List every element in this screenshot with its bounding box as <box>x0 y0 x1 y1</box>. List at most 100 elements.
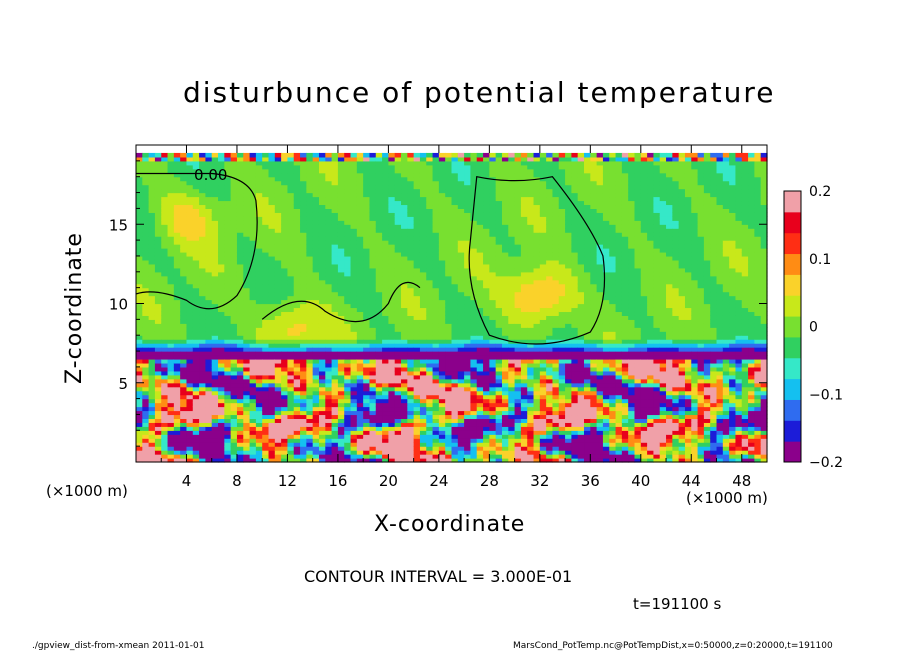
heatmap-cell <box>268 255 276 261</box>
heatmap-cell <box>167 355 175 360</box>
heatmap-cell <box>268 283 276 289</box>
heatmap-cell <box>180 192 188 198</box>
heatmap-cell <box>445 414 453 420</box>
heatmap-cell <box>382 327 389 332</box>
heatmap-cell <box>382 156 389 162</box>
heatmap-cell <box>470 454 478 459</box>
heatmap-cell <box>501 263 509 269</box>
heatmap-cell <box>192 263 200 269</box>
heatmap-cell <box>136 287 143 293</box>
heatmap-cell <box>438 152 446 158</box>
heatmap-cell <box>337 279 345 285</box>
heatmap-cell <box>344 446 352 451</box>
heatmap-cell <box>337 172 345 178</box>
heatmap-cell <box>382 442 389 447</box>
heatmap-cell <box>249 366 257 372</box>
heatmap-cell <box>224 378 232 384</box>
heatmap-cell <box>331 196 339 202</box>
heatmap-cell <box>205 319 213 324</box>
heatmap-cell <box>457 426 465 431</box>
heatmap-cell <box>136 196 143 202</box>
heatmap-cell <box>199 343 207 348</box>
heatmap-cell <box>318 450 326 455</box>
heatmap-cell <box>154 232 162 237</box>
heatmap-cell <box>287 358 295 364</box>
heatmap-cell <box>344 374 352 380</box>
heatmap-cell <box>211 279 219 285</box>
heatmap-cell <box>501 216 509 221</box>
heatmap-cell <box>300 426 307 431</box>
heatmap-cell <box>508 414 516 420</box>
heatmap-cell <box>476 390 484 396</box>
heatmap-cell <box>426 156 434 162</box>
heatmap-cell <box>274 271 282 277</box>
heatmap-cell <box>514 208 522 213</box>
heatmap-cell <box>407 220 415 225</box>
heatmap-cell <box>438 295 446 301</box>
heatmap-cell <box>407 224 415 229</box>
heatmap-cell <box>306 351 314 356</box>
heatmap-cell <box>470 450 478 455</box>
heatmap-cell <box>154 255 162 261</box>
heatmap-cell <box>407 176 415 182</box>
heatmap-cell <box>180 422 188 427</box>
heatmap-cell <box>388 430 396 435</box>
heatmap-cell <box>508 438 516 443</box>
heatmap-cell <box>457 303 465 309</box>
heatmap-cell <box>167 176 175 182</box>
heatmap-cell <box>533 374 541 380</box>
heatmap-cell <box>306 188 314 194</box>
heatmap-cell <box>312 351 320 356</box>
heatmap-cell <box>375 422 383 427</box>
heatmap-cell <box>413 386 421 392</box>
heatmap-cell <box>211 188 219 194</box>
heatmap-cell <box>268 188 276 194</box>
heatmap-cell <box>287 410 295 416</box>
heatmap-cell <box>325 450 333 455</box>
heatmap-cell <box>369 319 377 324</box>
heatmap-cell <box>161 394 169 400</box>
heatmap-cell <box>457 351 465 356</box>
heatmap-cell <box>432 232 440 237</box>
heatmap-cell <box>457 406 465 412</box>
heatmap-cell <box>337 398 345 404</box>
heatmap-cell <box>142 287 150 293</box>
heatmap-cell <box>407 180 415 186</box>
heatmap-cell <box>413 414 421 420</box>
heatmap-cell <box>136 295 143 301</box>
heatmap-cell <box>337 216 345 221</box>
heatmap-cell <box>325 426 333 431</box>
heatmap-cell <box>344 275 352 281</box>
heatmap-cell <box>262 251 270 257</box>
heatmap-cell <box>501 255 509 261</box>
heatmap-cell <box>476 450 484 455</box>
heatmap-cell <box>136 331 143 336</box>
heatmap-cell <box>483 394 490 400</box>
heatmap-cell <box>173 343 181 348</box>
heatmap-cell <box>375 263 383 269</box>
heatmap-cell <box>312 418 320 423</box>
heatmap-cell <box>501 434 509 439</box>
heatmap-cell <box>514 212 522 217</box>
heatmap-cell <box>438 307 446 313</box>
heatmap-cell <box>199 355 207 360</box>
heatmap-cell <box>186 386 194 392</box>
heatmap-cell <box>501 335 509 340</box>
heatmap-cell <box>501 232 509 237</box>
heatmap-cell <box>281 355 289 360</box>
heatmap-cell <box>306 370 314 376</box>
heatmap-cell <box>192 295 200 301</box>
heatmap-cell <box>501 271 509 277</box>
heatmap-cell <box>148 422 156 427</box>
heatmap-cell <box>218 390 225 396</box>
heatmap-cell <box>236 351 244 356</box>
heatmap-cell <box>457 283 465 289</box>
heatmap-cell <box>483 208 490 213</box>
heatmap-cell <box>255 248 263 253</box>
heatmap-cell <box>432 244 440 249</box>
heatmap-cell <box>344 299 352 305</box>
heatmap-cell <box>445 446 453 451</box>
heatmap-cell <box>262 339 270 344</box>
heatmap-cell <box>508 156 516 162</box>
heatmap-cell <box>186 180 194 186</box>
